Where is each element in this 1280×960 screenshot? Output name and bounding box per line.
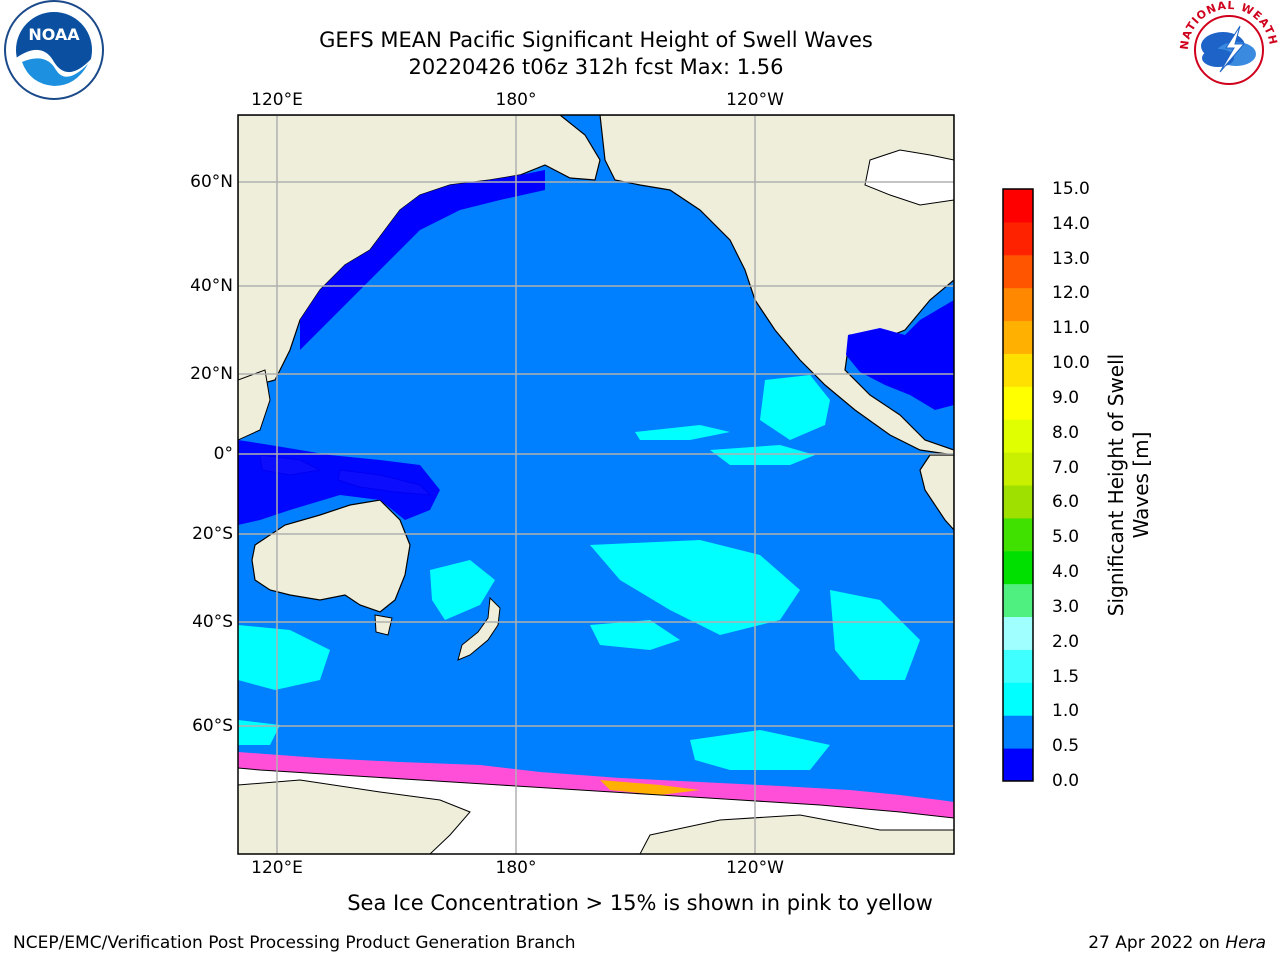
colorbar-tick-label: 1.0 <box>1052 701 1080 722</box>
colorbar-tick-label: 9.0 <box>1052 387 1080 408</box>
chart-title: GEFS MEAN Pacific Significant Height of … <box>319 28 873 52</box>
colorbar-segment <box>1003 517 1033 552</box>
swell-patch <box>635 425 730 440</box>
swell-patch <box>430 560 495 620</box>
swell-patch <box>760 375 830 440</box>
land-antarctica-east <box>639 814 954 854</box>
colorbar-segment <box>1003 320 1033 354</box>
colorbar-segment <box>1003 550 1033 585</box>
lon-label-top: 180° <box>495 90 537 110</box>
colorbar-segment <box>1003 649 1033 683</box>
colorbar-segment <box>1003 583 1033 618</box>
swell-patch <box>238 625 330 690</box>
noaa-logo-text: NOAA <box>28 25 80 44</box>
colorbar <box>1002 188 1034 782</box>
colorbar-tick-label: 6.0 <box>1052 492 1080 513</box>
colorbar-tick-label: 0.0 <box>1052 771 1080 791</box>
land-southeast-asia <box>238 369 271 441</box>
colorbar-tick-label: 4.0 <box>1052 562 1080 583</box>
colorbar-segment <box>1003 386 1033 420</box>
sea-ice-band <box>238 752 954 818</box>
colorbar-tick-label: 0.5 <box>1052 736 1080 757</box>
colorbar-tick-label: 12.0 <box>1052 283 1090 304</box>
lon-label-top: 120°W <box>726 90 784 110</box>
nws-logo: NATIONAL WEATHER SERVICE <box>1178 0 1279 98</box>
arctic-no-data <box>864 149 954 206</box>
lat-label: 20°N <box>190 364 233 384</box>
lat-label: 40°N <box>190 276 233 296</box>
colorbar-tick-label: 10.0 <box>1052 353 1090 374</box>
land-south-america <box>919 454 954 531</box>
caribbean-sea <box>846 300 954 410</box>
land-tasmania <box>374 614 393 636</box>
colorbar-tick-label: 8.0 <box>1052 422 1080 443</box>
footer-date-text: 27 Apr 2022 on <box>1088 933 1226 953</box>
colorbar-segment <box>1003 616 1033 650</box>
map-grid <box>238 115 954 854</box>
land-new-zealand <box>457 596 501 661</box>
colorbar-tick-label: 14.0 <box>1052 213 1090 234</box>
footer-date: 27 Apr 2022 on Hera <box>1088 933 1266 953</box>
swell-patch <box>590 540 800 635</box>
lon-label-bottom: 180° <box>495 858 537 878</box>
colorbar-segment <box>1003 682 1033 716</box>
colorbar-tick-label: 11.0 <box>1052 318 1090 339</box>
colorbar-frame <box>1002 188 1034 782</box>
land-antarctica <box>238 779 471 854</box>
colorbar-tick-label: 15.0 <box>1052 179 1090 199</box>
footer-credit: NCEP/EMC/Verification Post Processing Pr… <box>13 933 576 953</box>
lon-label-bottom: 120°E <box>251 858 303 878</box>
swell-patch <box>830 590 920 680</box>
colorbar-segment <box>1003 189 1033 223</box>
chart-subtitle: 20220426 t06z 312h fcst Max: 1.56 <box>408 55 784 79</box>
lat-label: 60°S <box>192 716 233 736</box>
coastal-swell-low-asia <box>300 170 545 350</box>
colorbar-tick-label: 1.5 <box>1052 666 1080 687</box>
swell-patch <box>590 620 680 650</box>
colorbar-title: Significant Height of Swell Waves [m] <box>1104 353 1153 617</box>
colorbar-tick-label: 5.0 <box>1052 527 1080 548</box>
colorbar-segment <box>1003 485 1033 519</box>
lat-label: 60°N <box>190 172 233 192</box>
lat-label: 20°S <box>192 524 233 544</box>
footer-host: Hera <box>1225 933 1266 953</box>
noaa-logo: NOAA <box>4 0 104 100</box>
lon-label-top: 120°E <box>251 90 303 110</box>
lon-label-bottom: 120°W <box>726 858 784 878</box>
swell-patch <box>690 730 830 770</box>
colorbar-tick-label: 3.0 <box>1052 596 1080 617</box>
colorbar-segment <box>1003 254 1033 289</box>
land-australia <box>251 499 411 613</box>
sea-ice-caption: Sea Ice Concentration > 15% is shown in … <box>347 891 933 915</box>
colorbar-segment <box>1003 353 1033 387</box>
colorbar-segment <box>1003 452 1033 486</box>
colorbar-segment <box>1003 715 1033 749</box>
lat-label: 40°S <box>192 612 233 632</box>
colorbar-segment <box>1003 419 1033 453</box>
colorbar-segment <box>1003 221 1033 256</box>
colorbar-segment <box>1003 748 1033 782</box>
colorbar-tick-label: 7.0 <box>1052 457 1080 478</box>
coastal-swell-low <box>238 440 440 525</box>
map-frame <box>237 114 955 855</box>
lat-label: 0° <box>213 444 233 464</box>
swell-patch <box>710 445 815 465</box>
sea-ice-edge <box>600 780 700 795</box>
colorbar-segment <box>1003 287 1033 322</box>
colorbar-tick-label: 2.0 <box>1052 631 1080 652</box>
colorbar-tick-label: 13.0 <box>1052 248 1090 269</box>
